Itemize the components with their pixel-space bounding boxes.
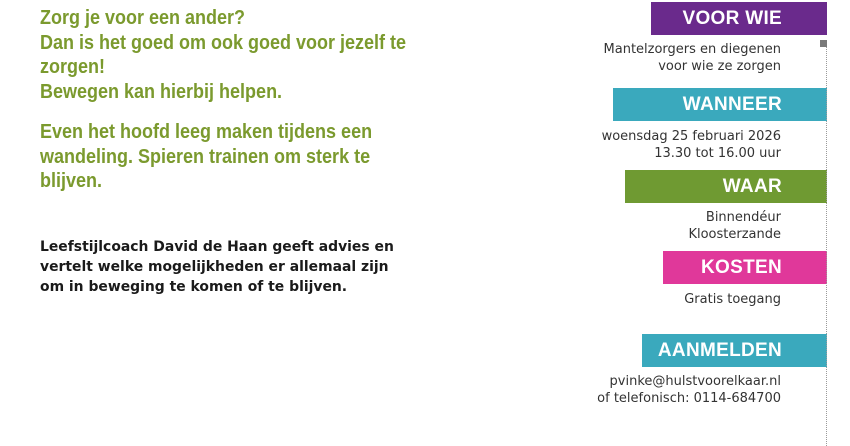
waar-info: Binnendéur Kloosterzande	[688, 209, 781, 243]
intro-line: Bewegen kan hierbij helpen.	[40, 80, 283, 103]
waar-line: Binnendéur	[705, 210, 781, 225]
kosten-line: Gratis toegang	[684, 292, 781, 307]
aanmelden-label: AANMELDEN	[642, 334, 827, 367]
description-line: Leefstijlcoach David de Haan geeft advie…	[40, 239, 394, 255]
paragraph-gap	[40, 104, 418, 120]
wanneer-info: woensdag 25 februari 2026 13.30 tot 16.0…	[602, 128, 781, 162]
wanneer-line: 13.30 tot 16.00 uur	[654, 146, 781, 161]
waar-line: Kloosterzande	[688, 227, 781, 242]
description-paragraph: Leefstijlcoach David de Haan geeft advie…	[40, 237, 424, 297]
aanmelden-info: pvinke@hulstvoorelkaar.nl of telefonisch…	[597, 373, 781, 407]
voor-wie-info: Mantelzorgers en diegenen voor wie ze zo…	[604, 41, 781, 75]
voor-wie-label: VOOR WIE	[651, 2, 827, 35]
intro-line: Even het hoofd leeg maken tijdens een	[40, 121, 373, 143]
intro-line: zorgen!	[40, 56, 105, 78]
kosten-label: KOSTEN	[663, 251, 827, 284]
wanneer-line: woensdag 25 februari 2026	[601, 129, 781, 144]
intro-line: blijven.	[40, 170, 103, 192]
page-edge-guide	[826, 40, 827, 446]
page-edge-marker	[820, 40, 827, 47]
waar-label: WAAR	[625, 170, 827, 203]
description-line: vertelt welke mogelijkheden er allemaal …	[40, 259, 389, 275]
intro-line: Dan is het goed om ook goed voor jezelf …	[40, 31, 407, 54]
intro-line: Zorg je voor een ander?	[40, 7, 246, 29]
kosten-info: Gratis toegang	[684, 291, 781, 308]
aanmelden-email[interactable]: pvinke@hulstvoorelkaar.nl	[609, 374, 781, 389]
aanmelden-phone: of telefonisch: 0114-684700	[597, 391, 781, 406]
wanneer-label: WANNEER	[613, 88, 827, 121]
voor-wie-line: Mantelzorgers en diegenen	[603, 42, 781, 57]
voor-wie-line: voor wie ze zorgen	[658, 59, 781, 74]
intro-line: wandeling. Spieren trainen om sterk te	[40, 145, 371, 168]
description-line: om in beweging te komen of te blijven.	[40, 279, 348, 295]
intro-heading: Zorg je voor een ander? Dan is het goed …	[40, 6, 418, 194]
